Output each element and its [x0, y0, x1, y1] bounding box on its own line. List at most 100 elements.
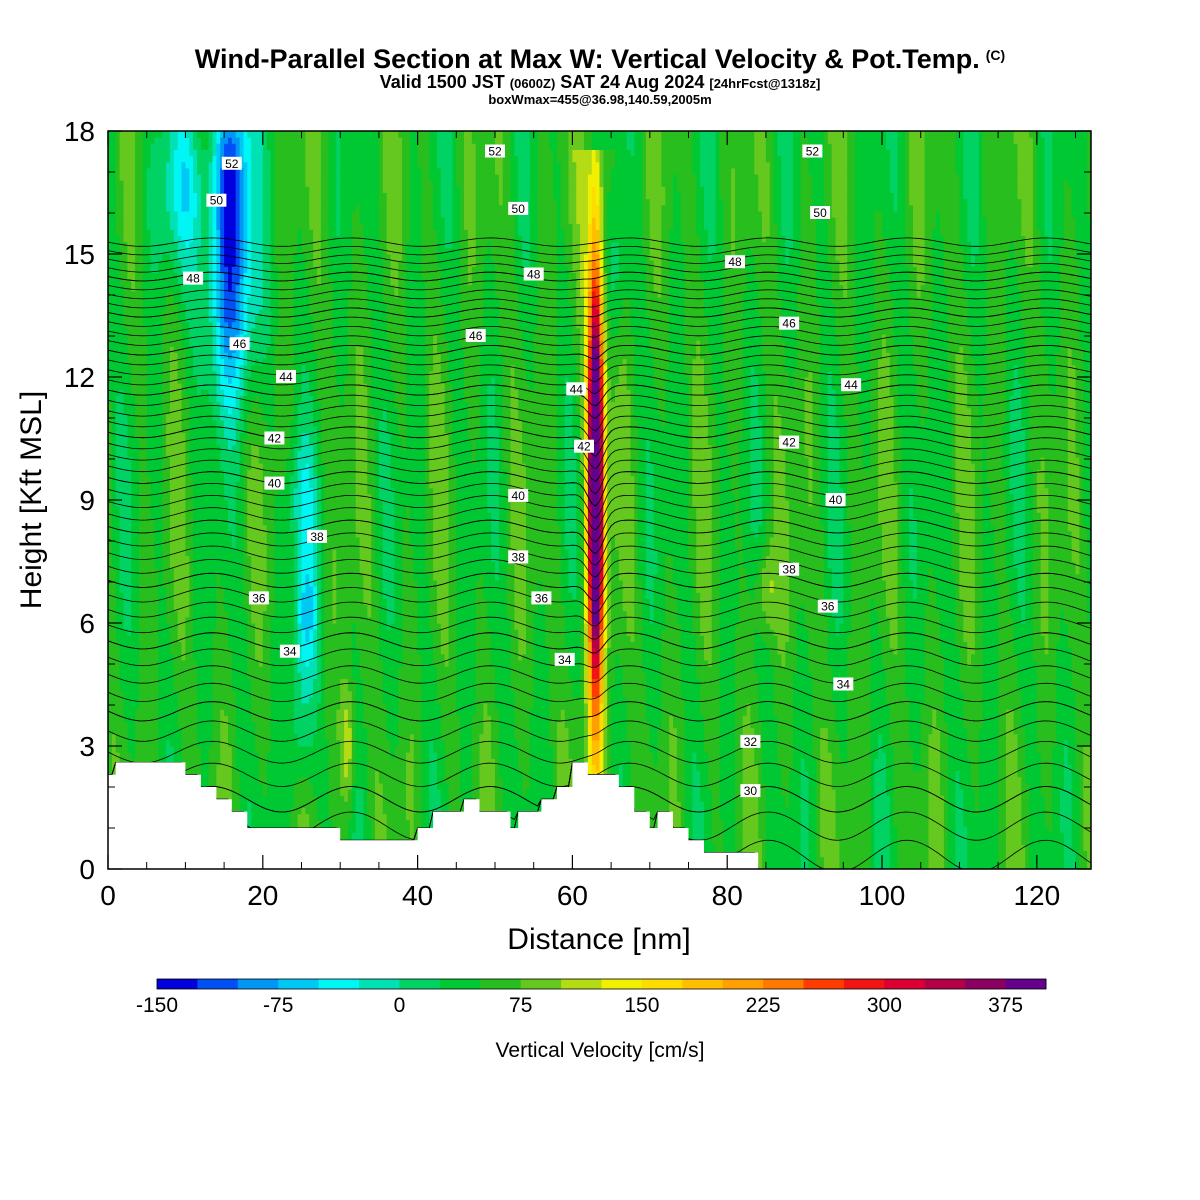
w-cell	[239, 733, 245, 741]
w-cell	[142, 297, 148, 304]
w-cell	[173, 432, 179, 439]
w-cell	[231, 321, 237, 329]
w-cell	[162, 586, 167, 593]
w-cell	[150, 229, 156, 237]
w-cell	[262, 358, 268, 366]
w-cell	[162, 746, 167, 753]
w-cell	[181, 530, 186, 538]
w-cell	[200, 512, 206, 519]
w-cell	[224, 180, 229, 187]
w-cell	[177, 321, 183, 329]
w-cell	[228, 500, 233, 507]
w-cell	[255, 752, 260, 759]
w-cell	[255, 629, 260, 636]
w-cell	[228, 684, 233, 692]
w-cell	[247, 813, 252, 821]
w-cell	[197, 241, 202, 249]
w-cell	[247, 752, 252, 759]
w-cell	[216, 463, 221, 470]
w-cell	[119, 481, 125, 489]
w-cell	[142, 506, 148, 513]
w-cell	[111, 266, 117, 273]
w-cell	[119, 518, 125, 526]
w-cell	[173, 469, 179, 476]
w-cell	[189, 579, 194, 587]
w-cell	[200, 413, 206, 421]
w-cell	[258, 327, 264, 335]
w-cell	[146, 143, 152, 150]
w-cell	[131, 475, 136, 483]
w-cell	[247, 549, 252, 556]
w-cell	[111, 586, 117, 593]
w-cell	[146, 413, 152, 421]
w-cell	[162, 487, 167, 495]
w-cell	[162, 217, 167, 224]
w-cell	[255, 444, 260, 452]
w-cell	[228, 715, 233, 723]
w-cell	[127, 358, 132, 366]
w-cell	[108, 543, 113, 550]
w-cell	[197, 438, 202, 446]
w-cell	[123, 444, 128, 452]
w-cell	[228, 659, 233, 667]
w-cell	[193, 426, 198, 433]
w-cell	[243, 752, 248, 759]
w-cell	[189, 401, 194, 409]
w-cell	[239, 586, 245, 593]
w-cell	[146, 137, 152, 144]
w-cell	[262, 733, 268, 741]
w-cell	[216, 438, 221, 446]
w-cell	[239, 303, 245, 310]
w-cell	[108, 290, 113, 298]
w-cell	[115, 198, 121, 206]
w-cell	[181, 284, 186, 292]
w-cell	[220, 604, 225, 612]
w-cell	[111, 653, 117, 661]
w-cell	[123, 463, 128, 470]
w-cell	[197, 666, 202, 673]
w-cell	[251, 364, 256, 372]
w-cell	[158, 690, 163, 698]
w-cell	[235, 782, 241, 790]
w-cell	[135, 752, 140, 759]
w-cell	[235, 807, 241, 815]
w-cell	[177, 149, 183, 157]
w-cell	[177, 469, 183, 476]
w-cell	[123, 555, 128, 563]
w-cell	[185, 450, 190, 458]
w-cell	[231, 395, 237, 403]
w-cell	[154, 210, 159, 218]
w-cell	[135, 450, 140, 458]
w-cell	[189, 284, 194, 292]
w-cell	[228, 186, 233, 193]
w-cell	[150, 247, 156, 255]
w-cell	[212, 229, 217, 237]
w-cell	[177, 364, 183, 372]
w-cell	[235, 567, 241, 575]
w-cell	[154, 401, 159, 409]
w-cell	[154, 155, 159, 163]
w-cell	[139, 223, 144, 230]
w-cell	[135, 315, 140, 323]
w-cell	[111, 567, 117, 575]
w-cell	[142, 143, 148, 150]
w-cell	[135, 432, 140, 439]
w-cell	[177, 721, 183, 729]
w-cell	[173, 487, 179, 495]
w-cell	[251, 653, 256, 661]
w-cell	[115, 297, 121, 304]
w-cell	[228, 709, 233, 716]
w-cell	[212, 364, 217, 372]
w-cell	[235, 739, 241, 747]
w-cell	[154, 346, 159, 353]
w-cell	[169, 592, 175, 599]
w-cell	[197, 733, 202, 741]
w-cell	[266, 789, 272, 796]
w-cell	[181, 204, 186, 212]
w-cell	[139, 690, 144, 698]
w-cell	[239, 616, 245, 624]
w-cell	[231, 616, 237, 624]
w-cell	[146, 333, 152, 341]
w-cell	[212, 770, 217, 778]
w-cell	[127, 635, 132, 642]
